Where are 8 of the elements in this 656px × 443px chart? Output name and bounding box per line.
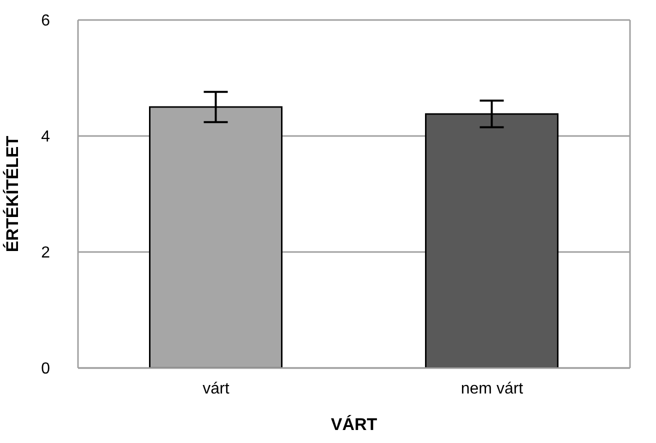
y-tick-label: 2 [41,244,50,262]
x-axis-title: VÁRT [330,414,378,434]
y-axis-title: ÉRTÉKÍTÉLET [2,135,22,252]
y-tick-label: 6 [41,12,50,30]
x-tick-label: várt [202,380,230,398]
y-tick-label: 0 [41,360,50,378]
y-tick-label: 4 [41,128,50,146]
x-tick-label: nem várt [460,380,524,398]
